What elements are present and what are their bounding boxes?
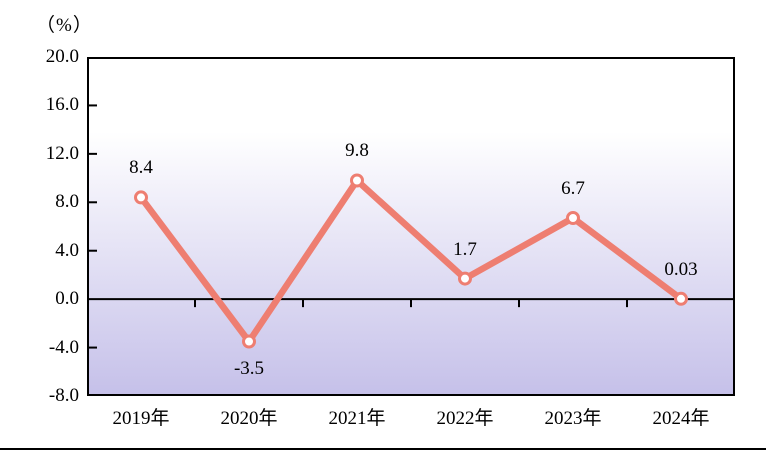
axis-layer xyxy=(87,104,735,349)
data-point-label: -3.5 xyxy=(233,357,265,379)
y-axis-unit-label: （%） xyxy=(36,15,93,36)
line-chart-plot-area xyxy=(87,57,735,396)
x-axis-category-label: 2022年 xyxy=(436,408,494,429)
data-point-label: 0.03 xyxy=(664,258,698,280)
data-point-label: 9.8 xyxy=(345,140,369,162)
y-axis-tick-label: -4.0 xyxy=(48,336,79,358)
series-layer xyxy=(134,173,688,349)
series-line xyxy=(137,177,685,345)
data-point-marker xyxy=(242,334,256,349)
y-axis-tick-label: 0.0 xyxy=(55,288,79,310)
y-axis-tick-label: -8.0 xyxy=(48,385,79,406)
x-axis-category-label: 2024年 xyxy=(652,408,710,429)
data-point-marker xyxy=(674,291,688,306)
x-axis-category-label: 2023年 xyxy=(544,408,602,429)
data-point-marker xyxy=(134,190,148,205)
x-axis-category-label: 2020年 xyxy=(220,408,278,429)
x-axis-category-label: 2019年 xyxy=(112,408,170,429)
data-point-label: 6.7 xyxy=(561,178,585,200)
data-point-marker xyxy=(458,271,472,286)
data-point-label: 1.7 xyxy=(453,238,477,260)
data-point-label: 8.4 xyxy=(129,157,153,179)
plot-border xyxy=(87,57,735,396)
y-axis-tick-label: 8.0 xyxy=(55,191,79,213)
y-axis-tick-label: 20.0 xyxy=(45,46,79,67)
data-point-marker xyxy=(566,211,580,225)
page-divider xyxy=(0,448,766,450)
y-axis-tick-label: 16.0 xyxy=(45,94,79,116)
y-axis-tick-label: 12.0 xyxy=(45,142,79,164)
data-point-marker xyxy=(350,173,364,188)
x-axis-category-label: 2021年 xyxy=(328,408,386,429)
y-axis-tick-label: 4.0 xyxy=(55,239,79,261)
